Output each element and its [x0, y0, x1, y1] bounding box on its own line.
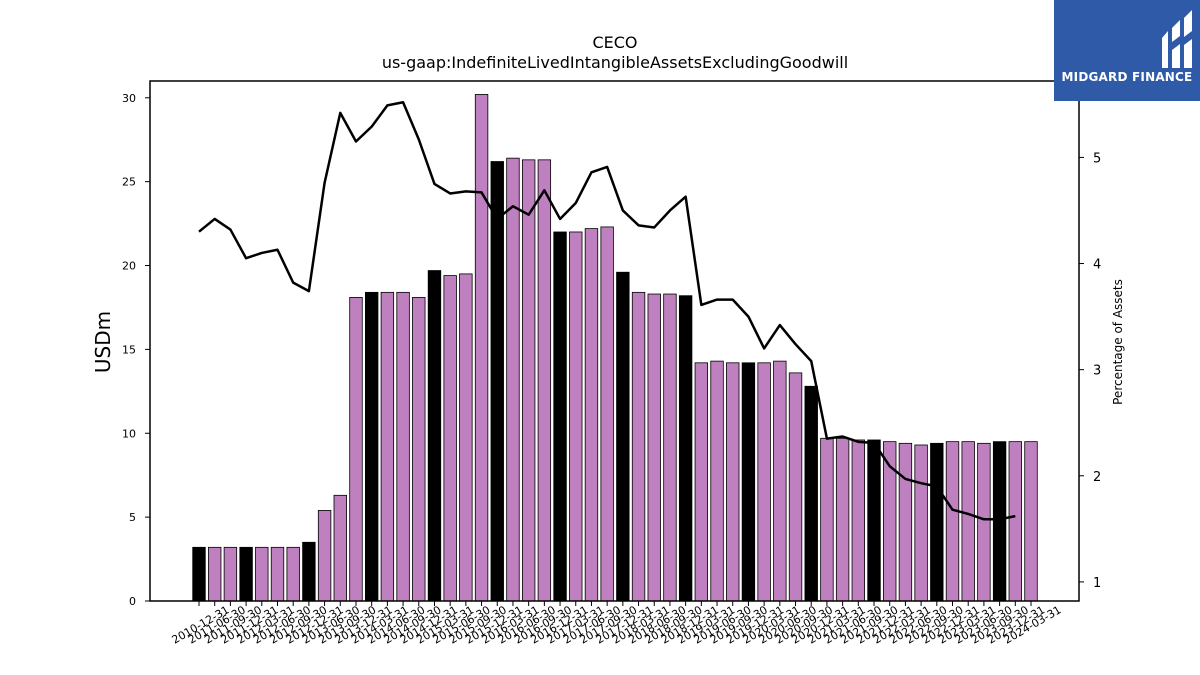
bar-2011-09-30 [239, 546, 253, 602]
bar-2016-03-31 [521, 159, 536, 602]
y-tick-label: 10 [122, 427, 136, 440]
midgard-finance-logo: MIDGARD FINANCE [1054, 0, 1200, 101]
bar-2015-09-30 [490, 161, 504, 602]
bar-2020-09-30 [804, 385, 818, 602]
line-series [198, 100, 1016, 521]
bar-2017-12-31 [631, 291, 646, 602]
bar-2011-06-30 [223, 546, 238, 602]
bar-series [192, 94, 1038, 602]
bar-2020-12-31 [820, 437, 834, 602]
bar-2019-06-30 [726, 362, 740, 602]
bar-2017-09-30 [616, 271, 630, 602]
y2-tick-label: 4 [1093, 258, 1101, 273]
bar-2019-12-31 [757, 362, 771, 602]
bar-2022-12-31 [945, 441, 960, 602]
bar-2023-06-30 [977, 442, 991, 602]
bar-2024-03-31 [1024, 441, 1038, 602]
logo-mark-icon [1162, 10, 1192, 68]
bar-2017-03-31 [584, 228, 599, 602]
bar-2017-06-30 [600, 226, 614, 602]
bar-2012-12-31 [317, 510, 332, 602]
bar-2015-12-31 [506, 157, 520, 602]
bar-2016-09-30 [553, 231, 567, 602]
y2-tick-label: 2 [1093, 470, 1101, 485]
y-axis-ticks: 0 5 10 15 20 25 30 [122, 92, 150, 608]
bar-2018-06-30 [663, 293, 677, 602]
y2-axis-ticks: 1 2 3 4 5 [1079, 151, 1101, 591]
bar-2023-03-31 [961, 441, 975, 602]
bar-2012-09-30 [302, 541, 316, 602]
bar-2013-09-30 [364, 291, 379, 602]
bar-2014-12-31 [443, 275, 457, 602]
bar-2022-09-30 [930, 442, 944, 602]
logo-brand-text: MIDGARD FINANCE [1061, 70, 1193, 84]
bar-2013-12-31 [380, 291, 395, 602]
y-tick-label: 15 [122, 343, 136, 356]
bar-2012-03-31 [270, 546, 285, 602]
bar-2014-03-31 [396, 291, 410, 602]
bar-2010-12-31 [192, 546, 206, 602]
bar-2019-09-30 [741, 362, 756, 602]
y2-tick-label: 1 [1093, 576, 1101, 591]
bar-2013-06-30 [349, 296, 363, 602]
bar-2014-06-30 [412, 296, 426, 602]
y-tick-label: 30 [122, 92, 136, 105]
bar-2018-12-31 [694, 362, 709, 602]
bar-2013-03-31 [333, 494, 347, 602]
bar-2014-09-30 [427, 270, 442, 602]
bar-2012-06-30 [286, 546, 300, 602]
y2-axis-label: Percentage of Assets [1111, 279, 1125, 405]
bar-2018-09-30 [678, 295, 693, 602]
bar-2015-03-31 [459, 273, 473, 602]
x-axis-ticks: 2010-12-312011-06-302011-09-302011-12-31… [170, 601, 1064, 647]
bar-2023-09-30 [992, 441, 1007, 602]
bar-2022-06-30 [914, 444, 928, 602]
bar-2019-03-31 [710, 360, 724, 602]
bar-2023-12-31 [1008, 441, 1022, 602]
y-tick-label: 5 [129, 511, 136, 524]
y-axis-label: USDm [91, 311, 115, 373]
bar-2021-09-30 [867, 439, 881, 602]
y2-tick-label: 5 [1093, 151, 1101, 166]
bar-2016-12-31 [569, 231, 583, 602]
bar-2015-06-30 [474, 94, 489, 602]
bar-2021-03-31 [835, 437, 850, 602]
bar-2022-03-31 [898, 442, 913, 602]
bar-2016-06-30 [537, 159, 552, 602]
chart-subtitle: us-gaap:IndefiniteLivedIntangibleAssetsE… [382, 53, 848, 72]
bar-2020-06-30 [788, 372, 803, 602]
bar-2021-06-30 [851, 439, 865, 602]
chart-title: CECO [592, 33, 637, 52]
y-tick-label: 0 [129, 595, 136, 608]
y-tick-label: 25 [122, 176, 136, 189]
bar-2011-03-31 [208, 546, 222, 602]
bar-2018-03-31 [647, 293, 661, 602]
bar-2020-03-31 [773, 360, 787, 602]
y-tick-label: 20 [122, 260, 136, 273]
plot-frame [149, 80, 1080, 602]
percentage-line [198, 100, 1016, 521]
y2-tick-label: 3 [1093, 364, 1101, 379]
bar-2011-12-31 [255, 546, 269, 602]
